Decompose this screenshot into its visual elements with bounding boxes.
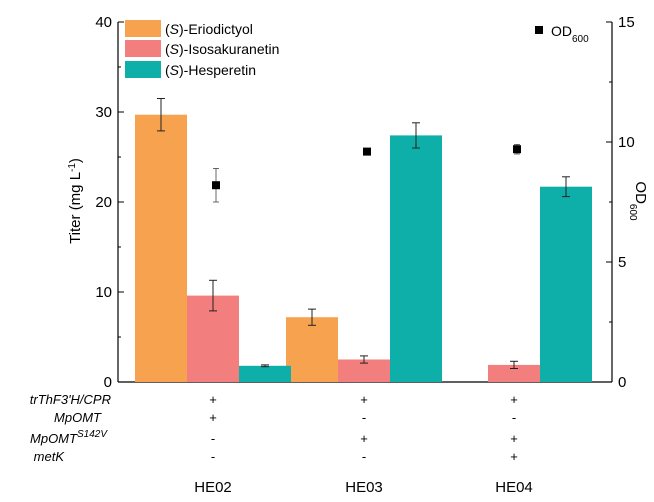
y-tick-label-right: 5 bbox=[618, 254, 626, 271]
y-tick-label-right: 15 bbox=[618, 14, 635, 31]
bar-shesperetin-he03 bbox=[390, 135, 442, 382]
error-bar bbox=[261, 364, 269, 368]
legend-marker-od600 bbox=[535, 26, 543, 34]
y-axis-title-left-exp: -1 bbox=[67, 163, 78, 172]
legend-swatch-eriodictyol bbox=[125, 20, 161, 37]
legend: (S)-Eriodictyol (S)-Isosakuranetin (S)-H… bbox=[125, 20, 589, 78]
error-bar bbox=[308, 308, 316, 326]
bar-seriodictyol-he03 bbox=[286, 317, 338, 382]
legend-label-hesperetin: (S)-Hesperetin bbox=[165, 62, 256, 78]
bar-shesperetin-he02 bbox=[239, 365, 291, 382]
y-axis-title-right-sub: 600 bbox=[628, 204, 639, 221]
error-bar bbox=[209, 279, 217, 312]
genotype-cell: - bbox=[512, 410, 516, 425]
category-label-he02: HE02 bbox=[194, 479, 232, 496]
bar-sisosakuranetin-he03 bbox=[338, 359, 390, 382]
bar-sisosakuranetin-he04 bbox=[488, 364, 540, 382]
genotype-cell: - bbox=[362, 410, 366, 425]
od600-point-he04 bbox=[513, 145, 521, 154]
genotype-cell: - bbox=[211, 431, 215, 446]
category-label-he04: HE04 bbox=[495, 479, 533, 496]
category-label-he03: HE03 bbox=[345, 479, 383, 496]
genotype-cell: + bbox=[510, 449, 518, 464]
genotype-table: trThF3'H/CPR MpOMT MpOMTS142V metK + + +… bbox=[30, 392, 518, 464]
y-axis-title-left-main: Titer (mg L bbox=[67, 172, 84, 244]
legend-swatch-isosakuranetin bbox=[125, 40, 161, 57]
genotype-row-label-1: MpOMT bbox=[54, 410, 102, 425]
legend-label-isosakuranetin: (S)-Isosakuranetin bbox=[165, 41, 279, 57]
error-bar bbox=[562, 176, 570, 198]
genotype-cell: + bbox=[510, 392, 518, 407]
y-tick-label-left: 10 bbox=[95, 284, 112, 301]
bar-seriodictyol-he02 bbox=[135, 114, 187, 382]
od600-layer bbox=[212, 143, 521, 203]
genotype-cell: + bbox=[209, 410, 217, 425]
legend-swatch-hesperetin bbox=[125, 61, 161, 78]
genotype-cell: - bbox=[211, 449, 215, 464]
y-tick-label-left: 0 bbox=[104, 374, 112, 391]
genotype-row-label-2: MpOMTS142V bbox=[30, 429, 108, 446]
y-tick-label-left: 30 bbox=[95, 104, 112, 121]
error-bar bbox=[510, 360, 518, 369]
bars-layer bbox=[135, 114, 592, 382]
error-bar bbox=[157, 98, 165, 132]
genotype-cell: - bbox=[362, 449, 366, 464]
ticks-layer: 0 10 20 30 40 0 5 10 15 bbox=[95, 14, 634, 391]
legend-label-od600: OD600 bbox=[551, 23, 589, 45]
genotype-cell: + bbox=[510, 431, 518, 446]
y-tick-label-right: 0 bbox=[618, 374, 626, 391]
y-tick-label-right: 10 bbox=[618, 134, 635, 151]
od600-point-he03 bbox=[363, 147, 371, 156]
genotype-cell: + bbox=[360, 392, 368, 407]
genotype-cell: + bbox=[360, 431, 368, 446]
y-tick-label-left: 40 bbox=[95, 14, 112, 31]
y-axis-title-right-main: OD bbox=[632, 181, 649, 204]
legend-label-eriodictyol: (S)-Eriodictyol bbox=[165, 21, 253, 37]
genotype-row-label-0: trThF3'H/CPR bbox=[30, 392, 111, 407]
genotype-cell: + bbox=[209, 392, 217, 407]
od600-point-he02 bbox=[212, 181, 220, 190]
y-axis-title-right: OD600 bbox=[628, 181, 650, 221]
y-tick-label-left: 20 bbox=[95, 194, 112, 211]
error-bar bbox=[412, 122, 420, 149]
genotype-row-label-3: metK bbox=[34, 449, 66, 464]
y-axis-title-left: Titer (mg L-1) bbox=[67, 158, 85, 244]
bar-shesperetin-he04 bbox=[540, 186, 592, 382]
error-bar bbox=[360, 355, 368, 364]
error-bars-layer bbox=[157, 98, 570, 369]
